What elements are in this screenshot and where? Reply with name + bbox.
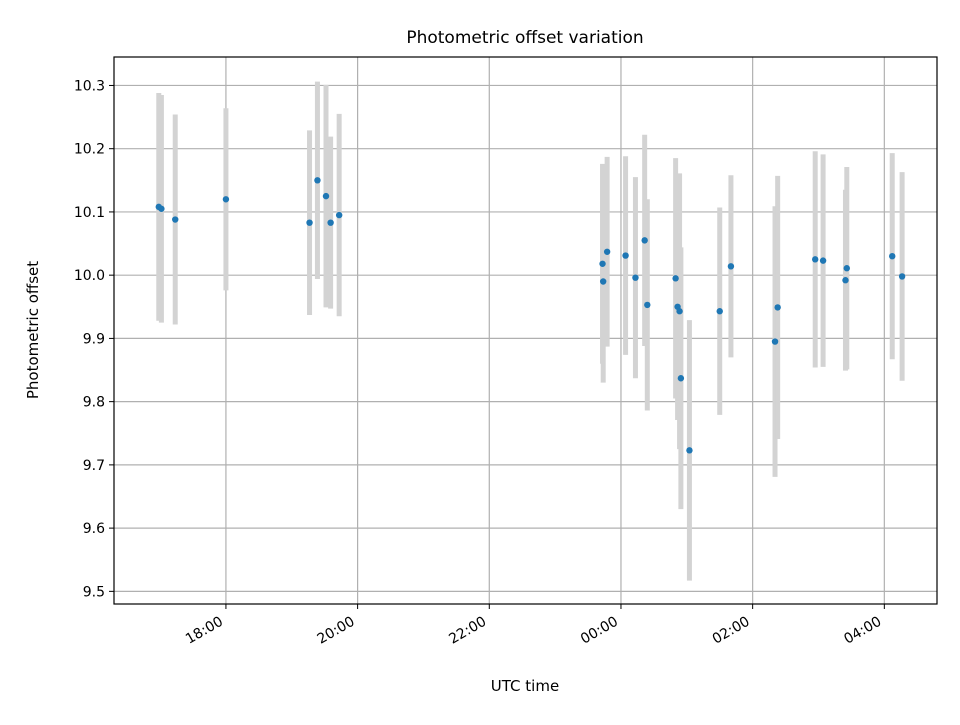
- data-point: [842, 277, 849, 284]
- data-point: [889, 252, 896, 260]
- data-point: [327, 219, 334, 226]
- data-point: [599, 260, 606, 267]
- data-point: [811, 256, 819, 263]
- data-points: [155, 177, 906, 454]
- data-point: [774, 304, 781, 311]
- x-tick-label: 20:00: [315, 614, 358, 648]
- data-point: [686, 447, 693, 454]
- data-point: [622, 252, 629, 259]
- data-point: [306, 219, 313, 226]
- y-tick-label: 10.0: [74, 268, 105, 284]
- data-point: [603, 248, 611, 255]
- data-point: [819, 257, 827, 264]
- error-bars: [156, 81, 905, 581]
- data-point: [599, 278, 607, 285]
- y-tick-label: 9.9: [83, 331, 105, 347]
- data-point: [172, 216, 179, 223]
- y-tick-label: 9.6: [83, 521, 105, 537]
- x-tick-label: 00:00: [578, 614, 621, 648]
- data-point: [898, 273, 906, 280]
- data-point: [314, 177, 321, 184]
- data-point: [716, 308, 723, 315]
- data-point: [641, 237, 648, 244]
- y-tick-label: 10.3: [74, 78, 105, 94]
- data-point: [771, 338, 779, 345]
- x-tick-label: 22:00: [446, 614, 489, 648]
- y-tick-label: 10.2: [74, 142, 105, 158]
- data-point: [677, 375, 685, 382]
- data-point: [322, 192, 330, 200]
- grid: [114, 57, 937, 604]
- y-tick-label: 9.8: [83, 395, 105, 411]
- y-tick-label: 9.5: [83, 584, 105, 600]
- data-point: [843, 265, 850, 272]
- data-point: [727, 263, 735, 270]
- data-point: [676, 308, 683, 315]
- data-point: [158, 205, 165, 212]
- data-point: [632, 274, 639, 281]
- y-axis-label: Photometric offset: [24, 261, 42, 399]
- y-tick-label: 10.1: [74, 205, 105, 221]
- x-tick-label: 02:00: [710, 614, 753, 648]
- data-point: [335, 211, 343, 219]
- x-tick-label: 18:00: [183, 614, 226, 648]
- data-point: [222, 196, 230, 203]
- y-tick-label: 9.7: [83, 458, 105, 474]
- data-point: [644, 301, 651, 309]
- data-point: [672, 275, 679, 282]
- axis-ticks: 18:00 20:00 22:00 00:00 02:00 04:00 9.5 9.6 9.7 9…: [74, 78, 885, 648]
- x-axis-label: UTC time: [491, 677, 559, 695]
- x-tick-label: 04:00: [841, 614, 884, 648]
- chart-title: Photometric offset variation: [406, 28, 643, 48]
- plot-frame: [113, 56, 938, 605]
